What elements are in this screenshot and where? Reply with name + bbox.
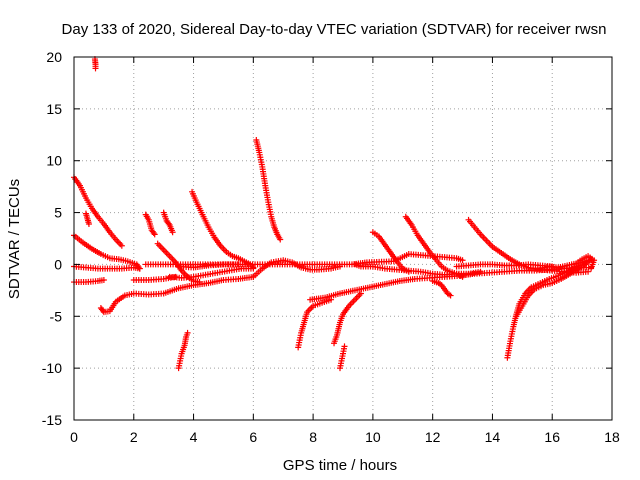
data-point	[184, 329, 191, 336]
series-low-band	[130, 273, 179, 283]
data-point	[136, 265, 143, 272]
data-point	[151, 231, 158, 238]
data-point	[250, 265, 257, 272]
data-point	[169, 229, 176, 236]
y-tick-label: -5	[50, 308, 63, 324]
data-point	[118, 242, 125, 249]
series-drop-c	[160, 209, 176, 236]
data-point	[459, 273, 466, 280]
x-axis-label: GPS time / hours	[283, 457, 397, 474]
series-big-decay	[253, 136, 284, 243]
series-decay-11	[402, 213, 466, 280]
series-cluster-a	[82, 210, 92, 227]
series-mid-band	[166, 265, 257, 281]
y-tick-label: -15	[42, 412, 62, 428]
series-bump-12	[429, 278, 454, 299]
x-tick-label: 10	[365, 429, 381, 445]
x-tick-label: 0	[70, 429, 78, 445]
data-point	[196, 279, 203, 286]
series-end-loop	[537, 253, 598, 272]
data-point	[92, 65, 99, 72]
series-neg-spike	[175, 329, 191, 372]
series-near-zero-b	[71, 276, 107, 286]
data-point	[459, 257, 466, 264]
x-tick-label: 16	[544, 429, 560, 445]
x-tick-label: 8	[309, 429, 317, 445]
series-rise-8	[295, 296, 335, 351]
data-point	[447, 292, 454, 299]
data-point	[99, 307, 106, 314]
chart-title: Day 133 of 2020, Sidereal Day-to-day VTE…	[62, 21, 607, 38]
x-tick-label: 18	[604, 429, 620, 445]
series-spike-top	[91, 56, 99, 72]
data-point	[165, 220, 172, 227]
axis-ticks: 0 2 4 6 8 10 12 14 16 18 -15 -10 -5 0 5 10 15 20	[42, 49, 620, 445]
series-scatter-small	[142, 251, 466, 268]
series-bump	[250, 257, 344, 280]
data-point	[585, 268, 592, 275]
data-point	[405, 268, 412, 275]
series-drop-b	[142, 211, 158, 238]
y-tick-label: 5	[54, 205, 62, 221]
x-tick-label: 14	[485, 429, 501, 445]
x-tick-label: 12	[425, 429, 441, 445]
data-point	[341, 343, 348, 350]
plot-frame	[73, 56, 613, 421]
data-point	[588, 265, 595, 272]
y-tick-label: 0	[54, 256, 62, 272]
series-decay-a	[71, 174, 125, 249]
data-point	[150, 229, 157, 236]
y-tick-label: 15	[46, 101, 62, 117]
y-tick-label: -10	[42, 360, 62, 376]
data-point	[172, 273, 179, 280]
series-decay-e	[189, 188, 257, 271]
data-point	[85, 220, 92, 227]
series-rise-9	[331, 290, 364, 347]
data-point	[100, 276, 107, 283]
data-point	[277, 236, 284, 243]
series-rise-14b	[513, 256, 595, 320]
x-tick-label: 2	[130, 429, 138, 445]
series-near-zero-a	[71, 263, 143, 272]
y-tick-label: 10	[46, 153, 62, 169]
series-decay-b	[71, 232, 143, 272]
y-axis-label: SDTVAR / TECUs	[6, 179, 23, 299]
x-tick-label: 4	[190, 429, 198, 445]
data-points	[71, 56, 598, 372]
series-neg-spike-9	[337, 343, 348, 372]
y-tick-label: 20	[46, 49, 62, 65]
x-tick-label: 6	[249, 429, 257, 445]
